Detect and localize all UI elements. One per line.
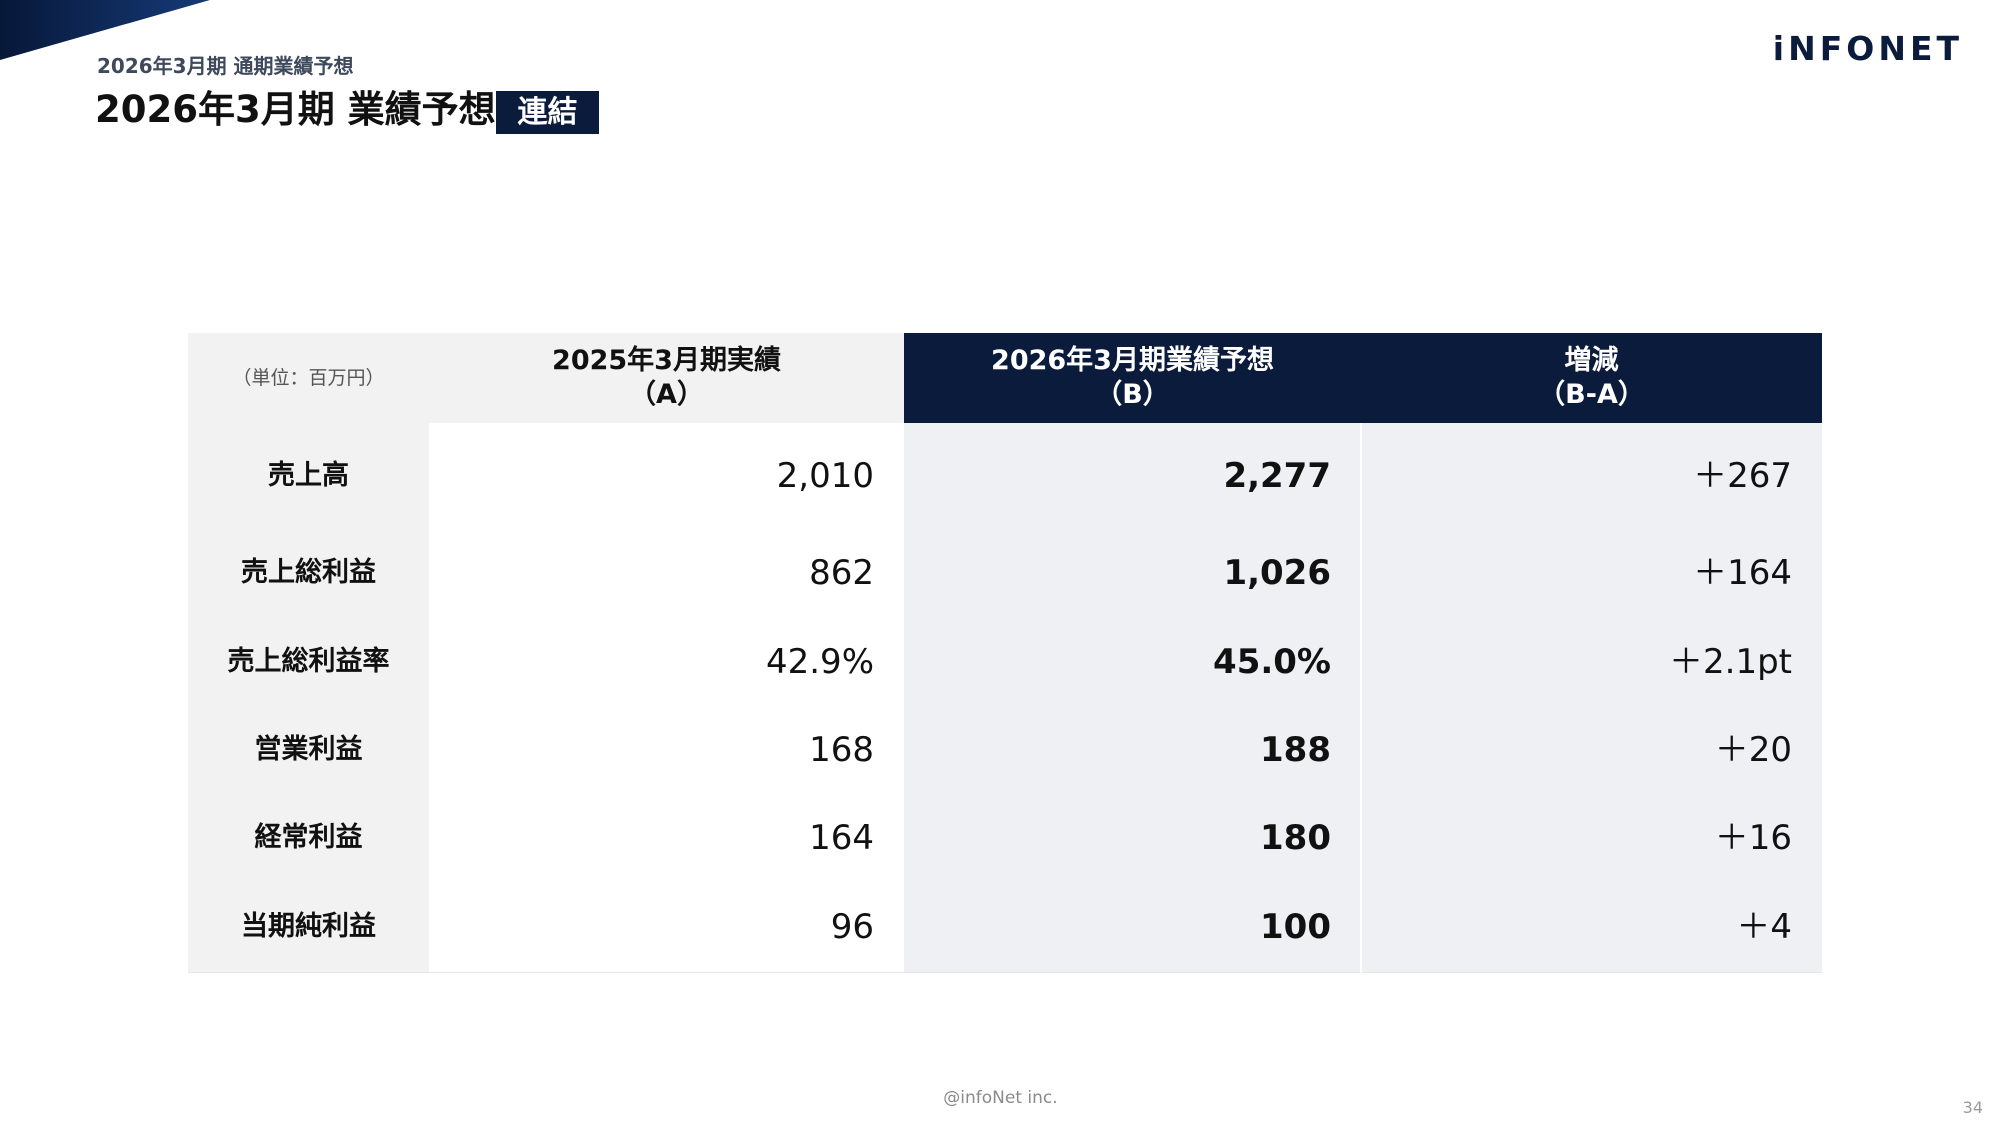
row-label: 経常利益 <box>188 794 429 882</box>
table-header-row: （単位：百万円） 2025年3月期実績 （A） 2026年3月期業績予想 （B）… <box>188 333 1822 423</box>
change-value: ＋267 <box>1361 423 1822 528</box>
column-header-forecast: 2026年3月期業績予想 （B） <box>904 333 1361 423</box>
forecast-table: （単位：百万円） 2025年3月期実績 （A） 2026年3月期業績予想 （B）… <box>188 333 1822 973</box>
column-header-forecast-title: 2026年3月期業績予想 <box>991 345 1274 376</box>
column-header-actual-title: 2025年3月期実績 <box>552 345 781 376</box>
column-header-change: 増減 （B-A） <box>1361 333 1822 423</box>
table-row: 売上総利益 862 1,026 ＋164 <box>188 528 1822 618</box>
page-title: 2026年3月期 業績予想 <box>95 88 496 131</box>
row-label: 売上高 <box>188 423 429 528</box>
change-value: ＋2.1pt <box>1361 618 1822 705</box>
consolidated-badge: 連結 <box>496 91 599 134</box>
column-header-change-title: 増減 <box>1564 345 1619 376</box>
forecast-value: 188 <box>904 705 1362 794</box>
column-header-change-code: （B-A） <box>1538 379 1645 410</box>
forecast-value: 1,026 <box>904 528 1362 618</box>
actual-value: 96 <box>429 882 904 973</box>
table-row: 営業利益 168 188 ＋20 <box>188 705 1822 794</box>
actual-value: 164 <box>429 794 904 882</box>
column-header-forecast-code: （B） <box>1095 379 1170 410</box>
table-row: 売上高 2,010 2,277 ＋267 <box>188 423 1822 528</box>
forecast-value: 100 <box>904 882 1362 973</box>
row-label: 当期純利益 <box>188 882 429 973</box>
actual-value: 168 <box>429 705 904 794</box>
column-header-actual-code: （A） <box>629 379 704 410</box>
unit-label: （単位：百万円） <box>188 333 429 423</box>
table-row: 経常利益 164 180 ＋16 <box>188 794 1822 882</box>
page-number: 34 <box>1962 1098 1983 1117</box>
actual-value: 862 <box>429 528 904 618</box>
table-row: 売上総利益率 42.9% 45.0% ＋2.1pt <box>188 618 1822 705</box>
change-value: ＋4 <box>1361 882 1822 973</box>
forecast-value: 2,277 <box>904 423 1362 528</box>
actual-value: 42.9% <box>429 618 904 705</box>
company-logo: iNFONET <box>1772 29 1963 68</box>
forecast-value: 180 <box>904 794 1362 882</box>
column-header-actual: 2025年3月期実績 （A） <box>429 333 904 423</box>
row-label: 売上総利益 <box>188 528 429 618</box>
row-label: 営業利益 <box>188 705 429 794</box>
change-value: ＋164 <box>1361 528 1822 618</box>
table-row: 当期純利益 96 100 ＋4 <box>188 882 1822 973</box>
page-subtitle: 2026年3月期 通期業績予想 <box>97 54 354 78</box>
change-value: ＋20 <box>1361 705 1822 794</box>
row-label: 売上総利益率 <box>188 618 429 705</box>
actual-value: 2,010 <box>429 423 904 528</box>
copyright-footer: @infoNet inc. <box>943 1088 1058 1108</box>
forecast-value: 45.0% <box>904 618 1362 705</box>
change-value: ＋16 <box>1361 794 1822 882</box>
